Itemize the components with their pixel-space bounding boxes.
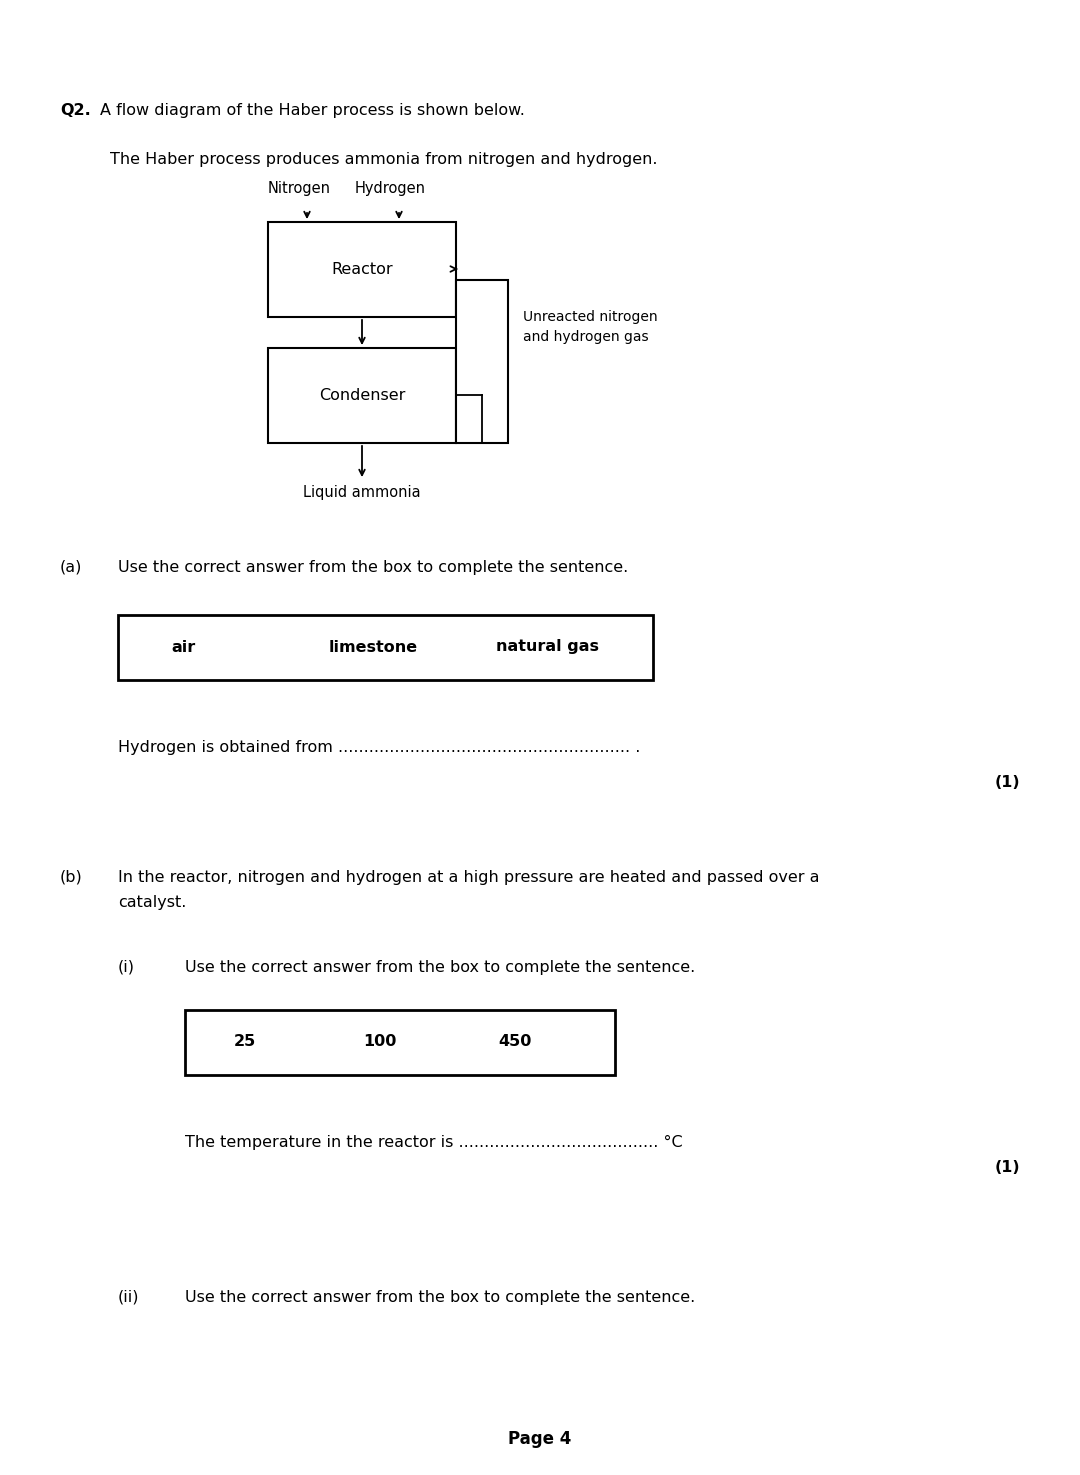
Text: Nitrogen: Nitrogen bbox=[268, 181, 330, 196]
Text: (1): (1) bbox=[995, 774, 1020, 791]
Text: Hydrogen: Hydrogen bbox=[355, 181, 426, 196]
Text: 100: 100 bbox=[363, 1034, 396, 1050]
Text: catalyst.: catalyst. bbox=[118, 895, 187, 910]
Text: Use the correct answer from the box to complete the sentence.: Use the correct answer from the box to c… bbox=[118, 560, 629, 575]
Text: (a): (a) bbox=[60, 560, 82, 575]
Text: A flow diagram of the Haber process is shown below.: A flow diagram of the Haber process is s… bbox=[100, 103, 525, 118]
Text: (i): (i) bbox=[118, 960, 135, 975]
Text: 450: 450 bbox=[498, 1034, 531, 1050]
Text: Liquid ammonia: Liquid ammonia bbox=[303, 485, 421, 500]
Bar bbox=[268, 348, 456, 442]
Text: limestone: limestone bbox=[328, 640, 418, 655]
Text: The Haber process produces ammonia from nitrogen and hydrogen.: The Haber process produces ammonia from … bbox=[110, 152, 658, 167]
Text: natural gas: natural gas bbox=[497, 640, 599, 655]
Bar bbox=[456, 280, 508, 442]
Text: (1): (1) bbox=[995, 1159, 1020, 1176]
Text: Reactor: Reactor bbox=[332, 261, 393, 276]
Text: air: air bbox=[171, 640, 195, 655]
Text: (b): (b) bbox=[60, 870, 83, 885]
Text: Condenser: Condenser bbox=[319, 388, 405, 403]
Text: Q2.: Q2. bbox=[60, 103, 91, 118]
Text: Unreacted nitrogen
and hydrogen gas: Unreacted nitrogen and hydrogen gas bbox=[523, 310, 658, 344]
Text: 25: 25 bbox=[234, 1034, 256, 1050]
Text: Page 4: Page 4 bbox=[509, 1429, 571, 1448]
Text: Use the correct answer from the box to complete the sentence.: Use the correct answer from the box to c… bbox=[185, 1291, 696, 1305]
Text: Hydrogen is obtained from ......................................................: Hydrogen is obtained from ..............… bbox=[118, 740, 640, 755]
Text: (ii): (ii) bbox=[118, 1291, 139, 1305]
Text: The temperature in the reactor is ....................................... °C: The temperature in the reactor is ......… bbox=[185, 1134, 683, 1150]
Text: Use the correct answer from the box to complete the sentence.: Use the correct answer from the box to c… bbox=[185, 960, 696, 975]
Bar bbox=[185, 1010, 615, 1075]
Text: In the reactor, nitrogen and hydrogen at a high pressure are heated and passed o: In the reactor, nitrogen and hydrogen at… bbox=[118, 870, 820, 885]
Bar bbox=[268, 223, 456, 317]
Bar bbox=[118, 615, 653, 680]
